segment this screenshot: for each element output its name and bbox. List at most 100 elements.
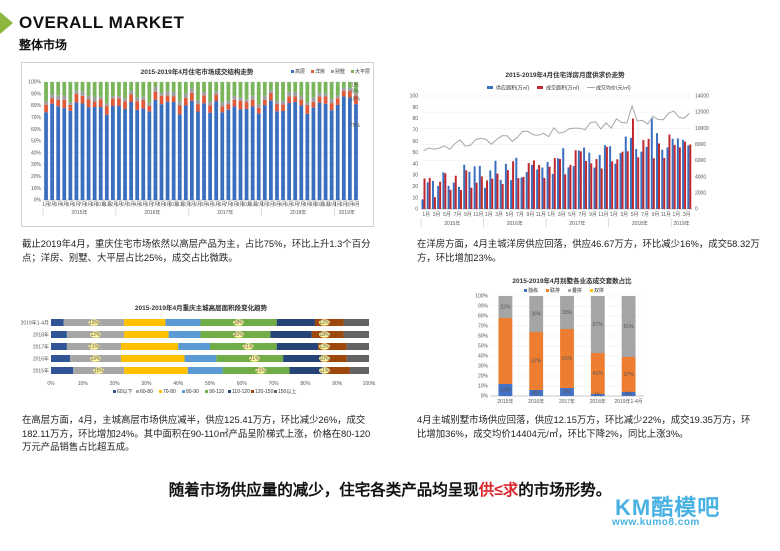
year-label: 2019年 xyxy=(674,220,690,227)
x-tick-label: 4月 xyxy=(206,202,214,208)
supply-bar xyxy=(530,164,533,209)
x-tick-label: 2月 xyxy=(340,202,348,208)
sales-bar xyxy=(512,161,515,209)
supply-bar xyxy=(650,118,653,209)
year-label: 2019年 xyxy=(339,209,355,216)
data-label: 41% xyxy=(593,371,604,377)
bar-segment xyxy=(202,103,206,200)
x-tick-label: 3月 xyxy=(273,202,281,208)
legend-swatch xyxy=(205,390,208,393)
bar-segment xyxy=(124,331,169,338)
supply-bar xyxy=(437,185,440,209)
bar-segment xyxy=(299,105,304,200)
bar-segment xyxy=(281,82,285,101)
y-tick-label: 40% xyxy=(478,354,489,360)
bar-segment xyxy=(123,108,127,200)
bar-segment xyxy=(256,113,261,200)
y-tick-label: 80 xyxy=(412,116,418,122)
sales-bar xyxy=(668,134,671,209)
bar-segment xyxy=(62,99,67,109)
y-tick-label: 30% xyxy=(478,364,489,370)
bar-segment xyxy=(165,91,170,96)
sales-bar xyxy=(621,151,624,209)
bar-segment xyxy=(98,82,103,97)
label-badge xyxy=(233,331,245,338)
bar-segment xyxy=(348,87,352,91)
x-tick-label: 6月 xyxy=(145,202,153,208)
bar-segment xyxy=(214,91,219,95)
bar-segment xyxy=(50,103,54,200)
x-tick-label: 1月 xyxy=(547,212,555,218)
bar-segment xyxy=(270,331,312,338)
bar-segment xyxy=(269,82,273,91)
bar-segment xyxy=(177,105,182,115)
x-tick-label: 5月 xyxy=(443,212,451,218)
sales-bar xyxy=(517,178,520,209)
bar-segment xyxy=(590,353,605,394)
sales-bar xyxy=(428,177,431,209)
legend-swatch xyxy=(590,289,593,292)
sales-bar xyxy=(543,177,546,209)
sales-bar xyxy=(564,174,567,209)
supply-bar xyxy=(473,166,476,209)
x-tick-label: 1月 xyxy=(672,212,680,218)
x-tick-label: 5月 xyxy=(568,212,576,218)
bar-segment xyxy=(190,92,194,101)
supply-bar xyxy=(645,146,648,209)
section-title-en: OVERALL MARKET xyxy=(19,13,185,32)
bar-segment xyxy=(124,319,166,326)
bar-segment xyxy=(289,367,325,374)
supply-bar xyxy=(562,148,565,209)
label-badge xyxy=(249,355,261,362)
bar-segment xyxy=(329,103,334,111)
bar-segment xyxy=(177,100,182,106)
bar-segment xyxy=(111,98,115,106)
bar-segment xyxy=(62,108,67,200)
bar-segment xyxy=(80,95,85,104)
x-tick-label: 11月 xyxy=(598,212,608,218)
supply-bar xyxy=(452,182,455,209)
bar-segment xyxy=(317,82,322,93)
bar-segment xyxy=(135,97,140,102)
bar-segment xyxy=(275,82,279,102)
bar-segment xyxy=(177,114,182,200)
y2-tick-label: 0 xyxy=(695,207,698,213)
bar-segment xyxy=(560,296,574,329)
sales-bar xyxy=(501,184,504,209)
y2-tick-label: 4000 xyxy=(695,174,706,180)
bar-segment xyxy=(232,95,237,100)
label-badge xyxy=(318,331,330,338)
bar-segment xyxy=(305,105,310,114)
bar-segment xyxy=(226,101,231,105)
bar-segment xyxy=(214,101,219,200)
x-tick-label: 11月 xyxy=(473,212,483,218)
bar-segment xyxy=(529,296,544,332)
bar-segment xyxy=(92,101,97,108)
bar-segment xyxy=(202,82,206,93)
bar-segment xyxy=(287,91,291,97)
villa-type-chart: 2015-2019年4月别墅各业态成交套数占比 独栋 联排 叠拼 双拼 0% 10% 20… xyxy=(475,276,644,405)
bar-segment xyxy=(250,99,255,107)
bar-segment xyxy=(86,99,91,108)
data-label: 11% xyxy=(320,368,330,374)
bar-segment xyxy=(275,111,279,200)
sales-bar xyxy=(470,187,473,209)
bar-segment xyxy=(287,96,291,104)
x-tick-label: 1月 xyxy=(610,212,618,218)
y-tick-label: 90% xyxy=(31,91,42,97)
x-tick-label: 5月 xyxy=(212,202,220,208)
bar-segment xyxy=(80,82,85,92)
bar-segment xyxy=(232,106,237,200)
bar-segment xyxy=(135,109,140,200)
bar-segment xyxy=(311,82,316,98)
data-label: 1% xyxy=(351,82,359,88)
supply-bar xyxy=(577,150,580,209)
x-tick-label: 7月 xyxy=(454,212,462,218)
sales-bar xyxy=(559,159,561,209)
data-label: 37% xyxy=(624,372,635,378)
row-label: 2017年 xyxy=(33,344,49,351)
y-tick-label: 30% xyxy=(31,162,42,168)
x-tick-label: 1月 xyxy=(42,202,50,208)
bar-segment xyxy=(159,93,164,96)
supply-bar xyxy=(520,177,523,209)
